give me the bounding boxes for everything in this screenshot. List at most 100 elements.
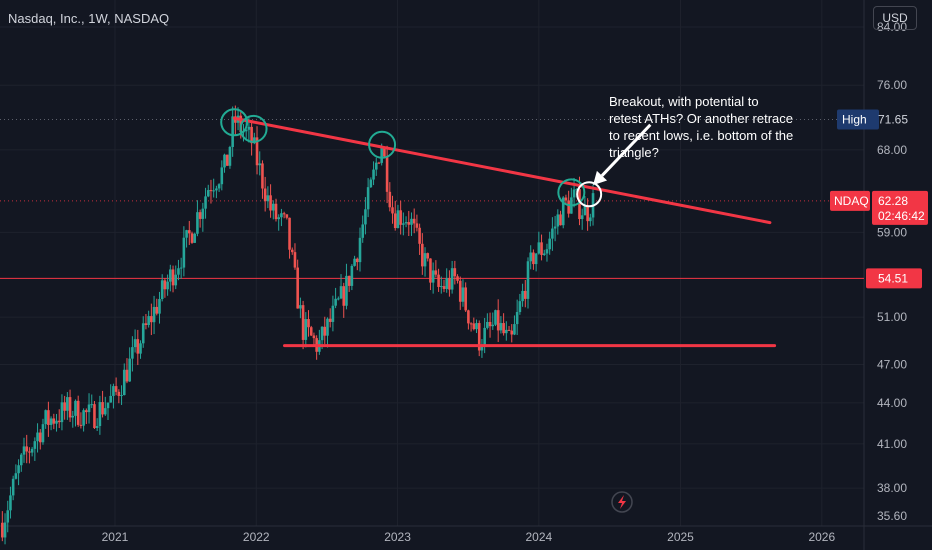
candle	[312, 332, 316, 346]
candle-body	[586, 206, 589, 222]
candle-body	[553, 226, 557, 229]
time-axis[interactable]: 2021 2022 2023 2024 2025 2026	[102, 530, 836, 544]
candle	[120, 385, 123, 405]
candle-body	[545, 249, 549, 254]
candle	[499, 316, 503, 334]
candle-body	[523, 290, 527, 299]
candle-body	[486, 321, 489, 328]
candle	[171, 265, 175, 293]
candle	[57, 409, 61, 428]
candle-body	[74, 400, 77, 416]
candle-body	[567, 200, 570, 214]
candle-body	[288, 217, 291, 250]
candle	[71, 410, 75, 428]
candle-body	[76, 400, 80, 425]
candle	[201, 202, 205, 232]
candle	[572, 177, 576, 208]
candle-body	[467, 310, 470, 324]
candle-body	[133, 339, 137, 348]
candle-body	[17, 465, 20, 474]
candle	[85, 408, 88, 425]
candle-body	[103, 408, 107, 415]
candle-body	[526, 261, 530, 299]
candle-body	[22, 446, 26, 455]
candle	[483, 317, 486, 354]
candle-body	[429, 258, 432, 283]
price-tick-label: 51.00	[877, 310, 907, 324]
candle	[209, 179, 213, 204]
candle-body	[82, 410, 85, 426]
candle-body	[534, 253, 538, 265]
candle-body	[41, 424, 45, 443]
candle-body	[36, 432, 39, 442]
candle-body	[201, 208, 205, 219]
candle	[548, 231, 551, 255]
candle	[542, 249, 546, 256]
candle-body	[193, 233, 197, 243]
candle	[521, 283, 524, 307]
candle-body	[529, 252, 533, 262]
candle-body	[114, 386, 118, 392]
candle	[112, 383, 115, 409]
candle	[339, 274, 343, 300]
price-axis[interactable]: 84.00 76.00 68.00 59.00 51.00 47.00 44.00 41.00…	[877, 20, 907, 523]
candle-body	[282, 213, 286, 215]
lightning-icon[interactable]	[611, 491, 633, 513]
candle-body	[112, 386, 115, 396]
candle-body	[128, 358, 131, 382]
candle	[410, 212, 413, 236]
candle	[220, 160, 224, 191]
candle-body	[410, 218, 413, 225]
candle-body	[461, 287, 465, 302]
candle-body	[556, 214, 560, 227]
candle-body	[87, 404, 91, 413]
price-tick-label: 76.00	[877, 78, 907, 92]
candle-body	[559, 214, 562, 226]
candle	[87, 393, 91, 424]
candle-body	[496, 310, 500, 331]
candle	[280, 208, 283, 227]
candle-body	[421, 243, 424, 267]
annotation-line: Breakout, with potential to	[609, 94, 759, 109]
candle-body	[258, 163, 262, 166]
candle	[364, 197, 367, 235]
annotation-line: to recent lows, i.e. bottom of the	[609, 128, 793, 143]
candle-body	[28, 451, 31, 453]
currency-button[interactable]: USD	[873, 6, 917, 30]
candle	[47, 401, 50, 437]
annotation-line: retest ATHs? Or another retrace	[609, 111, 793, 126]
candle	[36, 423, 39, 453]
candle	[293, 243, 297, 270]
candle-body	[125, 369, 129, 382]
candle	[95, 418, 99, 431]
candle	[30, 446, 34, 457]
candle-body	[52, 418, 56, 424]
candle	[231, 106, 234, 157]
candle	[469, 322, 473, 332]
candle-body	[499, 323, 503, 331]
annotation-arrow-shaft	[600, 123, 652, 177]
candle-body	[11, 478, 15, 496]
candle	[160, 274, 164, 302]
time-tick-label: 2026	[808, 530, 835, 544]
candle	[28, 447, 31, 464]
candle	[177, 259, 180, 281]
candle-body	[220, 167, 224, 185]
candle	[225, 154, 229, 166]
candle	[366, 178, 370, 218]
candle	[198, 209, 202, 228]
candle	[385, 145, 389, 204]
candle	[301, 300, 305, 350]
candle-body	[217, 184, 221, 189]
candle-body	[385, 156, 389, 192]
candle-body	[182, 237, 186, 268]
candle-body	[290, 249, 294, 253]
candle-body	[510, 330, 514, 335]
candle-body	[589, 217, 592, 222]
symbol-title[interactable]: Nasdaq, Inc., 1W, NASDAQ	[8, 11, 170, 26]
candle-body	[117, 391, 121, 396]
candle-body	[177, 268, 180, 275]
candle-body	[57, 420, 61, 423]
